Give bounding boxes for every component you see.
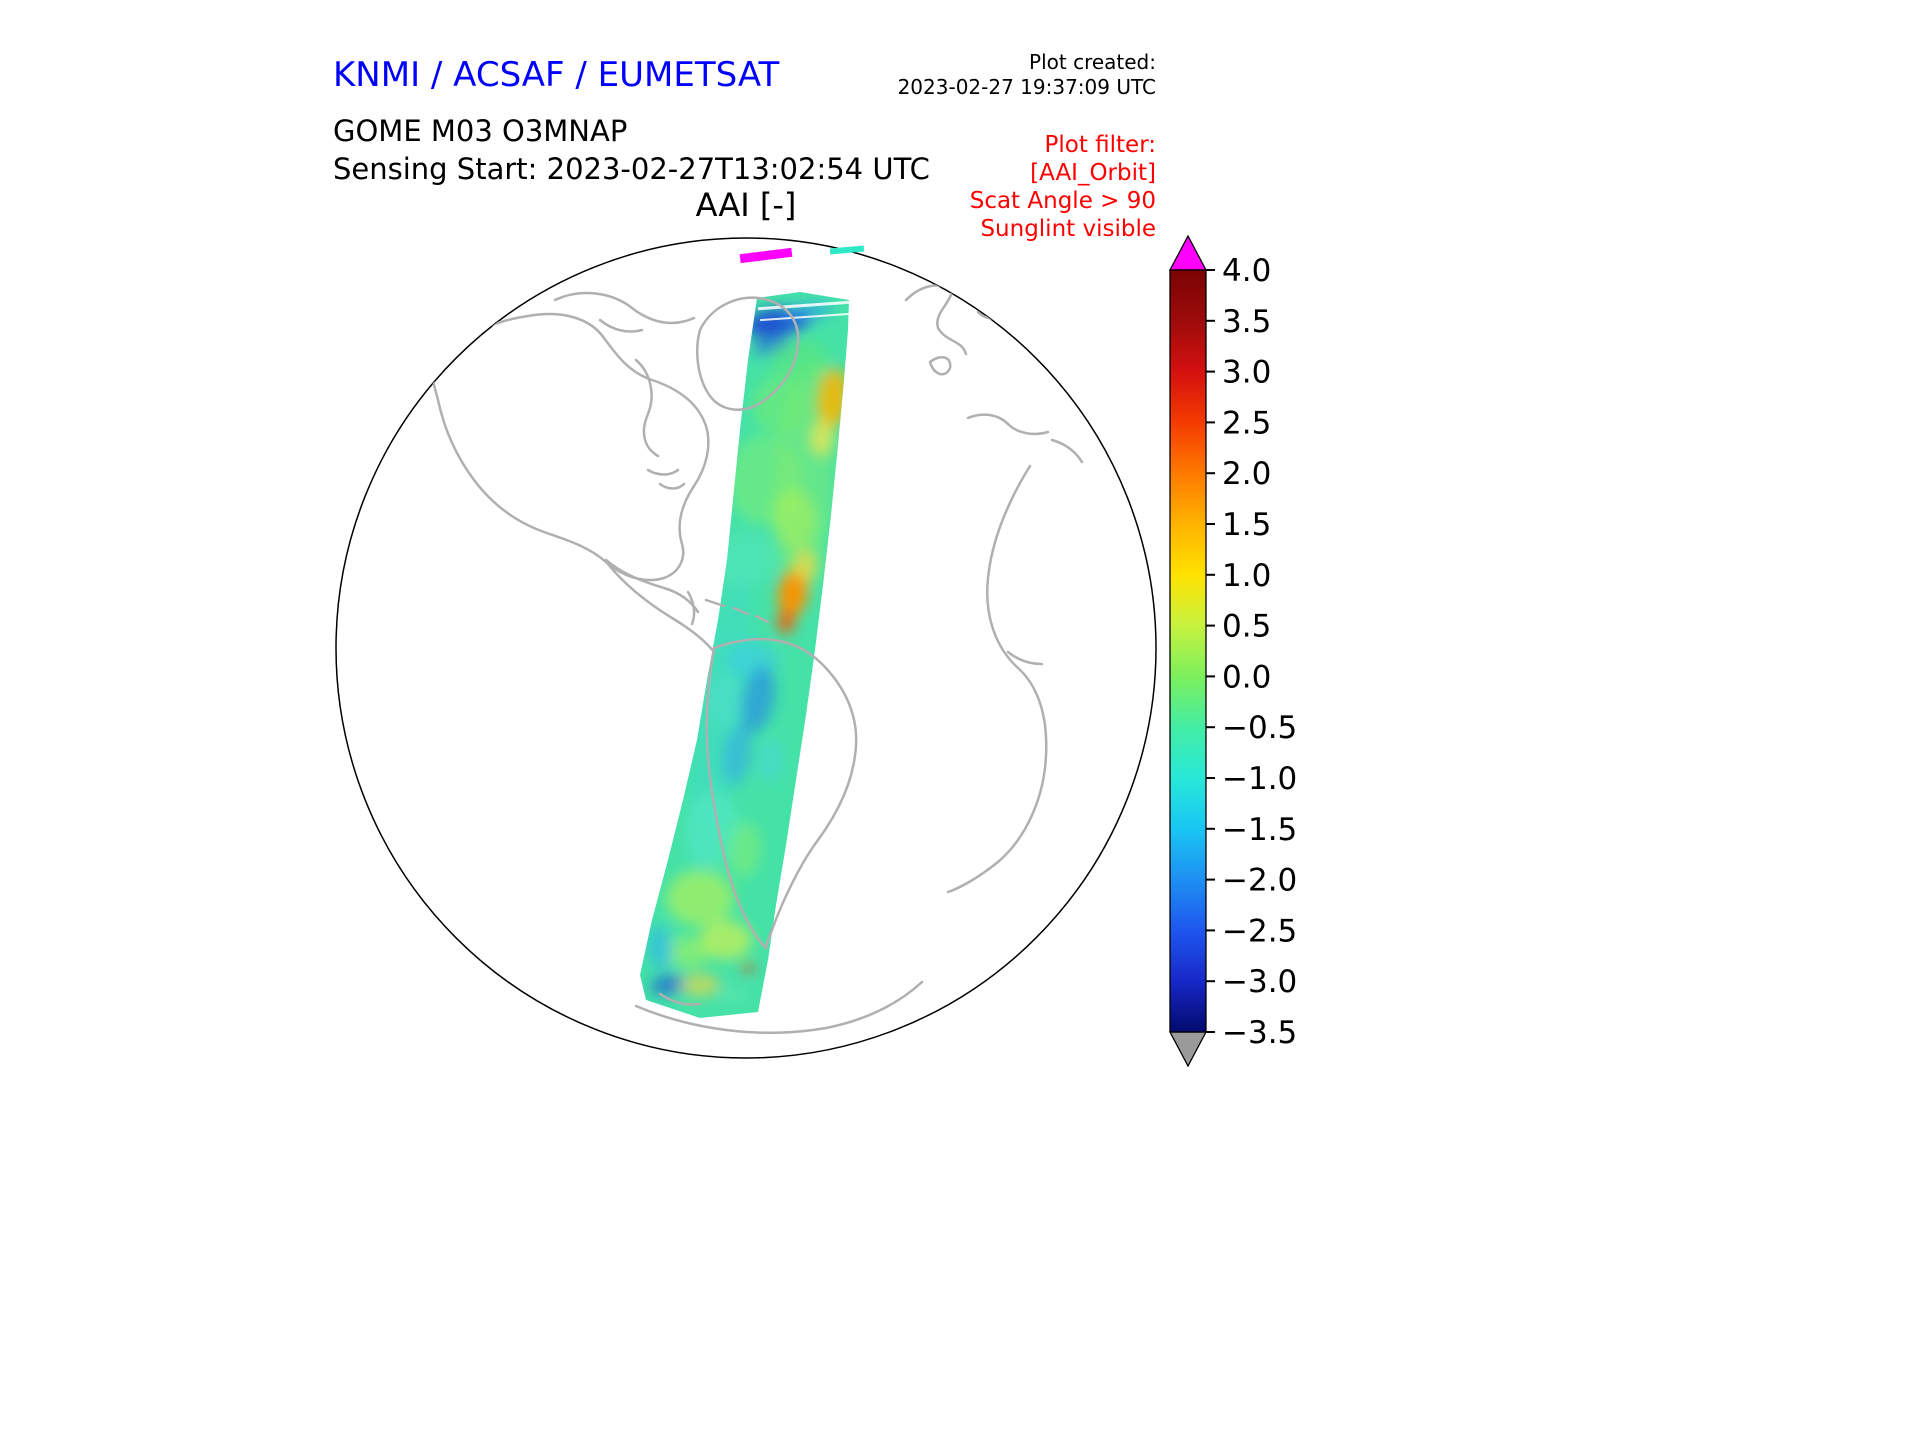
colorbar-tick-label: −1.5 [1222, 812, 1297, 848]
plot-created-label: Plot created: [1029, 50, 1156, 74]
colorbar-tick-label: 4.0 [1222, 253, 1271, 289]
colorbar-tick-label: 0.5 [1222, 609, 1271, 645]
plot-title: AAI [-] [695, 186, 797, 224]
colorbar-tick-label: −0.5 [1222, 710, 1297, 746]
plot-created-value: 2023-02-27 19:37:09 UTC [897, 75, 1156, 99]
plot-filter-line: Sunglint visible [980, 216, 1156, 242]
coastlines [430, 284, 1084, 1034]
colorbar-tick-label: 1.0 [1222, 558, 1271, 594]
colorbar-over-arrow [1168, 234, 1208, 271]
plot-filter-line: [AAI_Orbit] [1030, 160, 1156, 186]
colorbar-tick-label: 0.0 [1222, 659, 1271, 695]
colorbar: 4.0 3.5 3.0 2.5 2.0 1.5 1.0 0.5 0.0 −0.5 −1.0 −1.5 −… [1168, 234, 1297, 1068]
colorbar-tick-label: −1.0 [1222, 761, 1297, 797]
colorbar-tick-label: −3.5 [1222, 1015, 1297, 1051]
plot-filter: Plot filter: [AAI_Orbit] Scat Angle > 90… [756, 131, 1156, 243]
colorbar-tick-label: −2.5 [1222, 913, 1297, 949]
colorbar-under-arrow [1168, 1031, 1208, 1068]
org-title: KNMI / ACSAF / EUMETSAT [333, 55, 780, 95]
colorbar-tick-label: 1.5 [1222, 507, 1271, 543]
swath-over-marks [739, 245, 865, 264]
colorbar-tick-label: 3.5 [1222, 304, 1271, 340]
plot-filter-line: Plot filter: [1044, 132, 1156, 158]
product-name: GOME M03 O3MNAP [333, 114, 628, 148]
globe-content [430, 284, 1084, 1034]
sensing-start: Sensing Start: 2023-02-27T13:02:54 UTC [333, 152, 930, 186]
colorbar-tick-label: 2.5 [1222, 405, 1271, 441]
plot-created: Plot created: 2023-02-27 19:37:09 UTC [760, 50, 1156, 100]
colorbar-tick-label: −2.0 [1222, 863, 1297, 899]
colorbar-tick-label: −3.0 [1222, 964, 1297, 1000]
colorbar-tick-label: 3.0 [1222, 355, 1271, 391]
aai-swath [640, 292, 850, 1018]
colorbar-tick-label: 2.0 [1222, 456, 1271, 492]
plot-filter-line: Scat Angle > 90 [969, 188, 1156, 214]
colorbar-gradient [1169, 269, 1207, 1033]
